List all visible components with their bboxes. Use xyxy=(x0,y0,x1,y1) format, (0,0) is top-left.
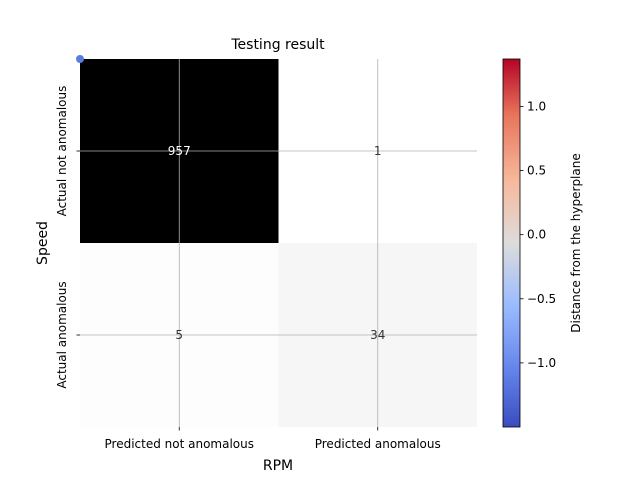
y-axis-label: Speed xyxy=(35,221,51,265)
cell-value-label: 1 xyxy=(374,144,382,158)
cell-value-label: 957 xyxy=(168,144,191,158)
colorbar-tick-label: −1.0 xyxy=(527,356,556,370)
x-tick-label: Predicted anomalous xyxy=(315,437,441,451)
colorbar: −1.0 −0.5 0.0 0.5 1.0 Distance from the hype… xyxy=(502,58,583,428)
colorbar-gradient xyxy=(502,58,521,428)
cell-value-label: 34 xyxy=(370,328,385,342)
x-axis-label: RPM xyxy=(263,458,293,474)
colorbar-tick-label: 1.0 xyxy=(527,99,546,113)
x-tick-label: Predicted not anomalous xyxy=(105,437,255,451)
colorbar-tick-label: 0.5 xyxy=(527,164,546,178)
chart-title: Testing result xyxy=(230,37,325,53)
y-tick-label: Actual anomalous xyxy=(55,281,69,388)
colorbar-tick-label: 0.0 xyxy=(527,228,546,242)
colorbar-tick-label: −0.5 xyxy=(527,292,556,306)
y-tick-label: Actual not anomalous xyxy=(55,86,69,217)
scatter-point xyxy=(76,55,84,63)
cell-value-label: 5 xyxy=(175,328,183,342)
colorbar-label: Distance from the hyperplane xyxy=(569,153,583,332)
